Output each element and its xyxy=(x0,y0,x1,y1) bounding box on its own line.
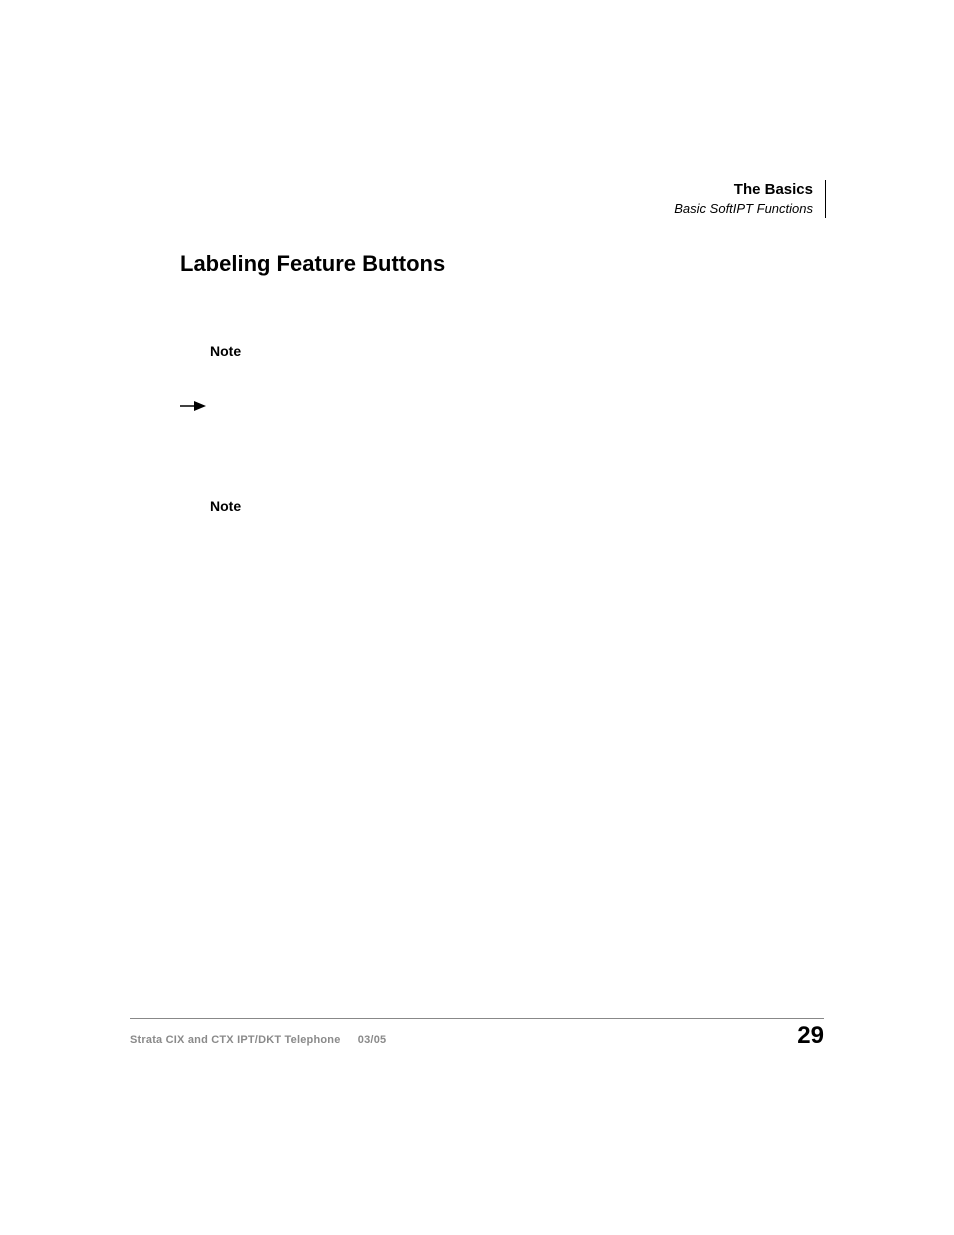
footer-doc-title: Strata CIX and CTX IPT/DKT Telephone 03/… xyxy=(130,1034,386,1046)
footer-date: 03/05 xyxy=(358,1034,387,1046)
note-label-2: Note xyxy=(210,498,241,514)
page-number: 29 xyxy=(797,1022,824,1050)
arrow-right-icon xyxy=(180,399,208,418)
footer-divider xyxy=(130,1018,824,1019)
header-chapter-title: The Basics xyxy=(674,180,813,200)
note-label-1: Note xyxy=(210,343,241,359)
section-heading: Labeling Feature Buttons xyxy=(180,251,445,277)
running-header: The Basics Basic SoftIPT Functions xyxy=(674,180,826,218)
footer-doc-name: Strata CIX and CTX IPT/DKT Telephone xyxy=(130,1034,341,1046)
manual-page: The Basics Basic SoftIPT Functions Label… xyxy=(0,0,954,1235)
header-section-title: Basic SoftIPT Functions xyxy=(674,200,813,218)
